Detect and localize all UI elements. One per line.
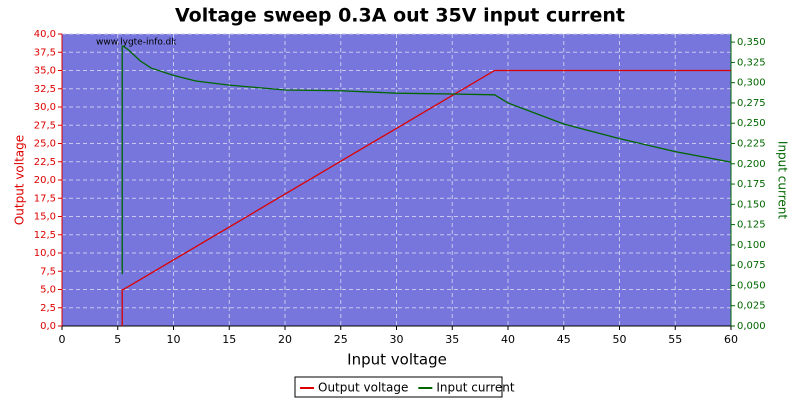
plot-area: [62, 34, 731, 326]
y2-tick-label: 0,100: [737, 240, 766, 251]
x-tick-label: 35: [445, 333, 459, 346]
y2-tick-label: 0,350: [737, 37, 766, 48]
y-tick-label: 37,5: [34, 47, 56, 58]
y2-tick-label: 0,325: [737, 57, 766, 68]
x-tick-label: 10: [167, 333, 181, 346]
x-tick-label: 5: [114, 333, 121, 346]
chart-title: Voltage sweep 0.3A out 35V input current: [175, 5, 625, 27]
y2-tick-label: 0,275: [737, 98, 766, 109]
x-axis-label: Input voltage: [347, 351, 447, 369]
x-tick-label: 45: [557, 333, 571, 346]
y2-tick-label: 0,175: [737, 179, 766, 190]
x-tick-label: 0: [59, 333, 66, 346]
y2-tick-label: 0,050: [737, 280, 766, 291]
x-tick-label: 25: [334, 333, 348, 346]
y2-tick-label: 0,125: [737, 220, 766, 231]
y2-tick-label: 0,300: [737, 78, 766, 89]
series-line: [121, 69, 731, 326]
y-tick-label: 0,0: [40, 321, 56, 332]
y2-tick-label: 0,250: [737, 118, 766, 129]
y-tick-label: 35,0: [34, 66, 56, 77]
x-tick-label: 15: [222, 333, 236, 346]
x-tick-label: 55: [668, 333, 682, 346]
series-line: [121, 45, 732, 275]
y2-tick-label: 0,200: [737, 159, 766, 170]
watermark: www.lygte-info.dk: [96, 38, 177, 48]
y-tick-label: 7,5: [40, 266, 56, 277]
y2-tick-label: 0,025: [737, 301, 766, 312]
legend-label: Input current: [436, 381, 514, 395]
y-axis-label: Output voltage: [13, 135, 27, 225]
y-tick-label: 40,0: [34, 29, 56, 40]
legend: [294, 376, 503, 398]
y2-tick-label: 0,000: [737, 321, 766, 332]
y2-tick-label: 0,075: [737, 260, 766, 271]
x-tick-label: 20: [278, 333, 292, 346]
y-tick-label: 10,0: [34, 248, 56, 259]
legend-label: Output voltage: [318, 381, 408, 395]
y-tick-label: 32,5: [34, 84, 56, 95]
x-tick-label: 60: [724, 333, 738, 346]
y-tick-label: 2,5: [40, 303, 56, 314]
x-tick-label: 30: [390, 333, 404, 346]
y-tick-label: 17,5: [34, 193, 56, 204]
y-tick-label: 27,5: [34, 120, 56, 131]
y-tick-label: 5,0: [40, 285, 56, 296]
y-tick-label: 12,5: [34, 230, 56, 241]
x-tick-label: 40: [501, 333, 515, 346]
y2-tick-label: 0,225: [737, 139, 766, 150]
y-tick-label: 20,0: [34, 175, 56, 186]
y-tick-label: 30,0: [34, 102, 56, 113]
y-tick-label: 25,0: [34, 139, 56, 150]
y-tick-label: 22,5: [34, 157, 56, 168]
y-tick-label: 15,0: [34, 212, 56, 223]
x-tick-label: 50: [613, 333, 627, 346]
y2-axis-label: Input current: [776, 141, 790, 219]
y2-tick-label: 0,150: [737, 199, 766, 210]
